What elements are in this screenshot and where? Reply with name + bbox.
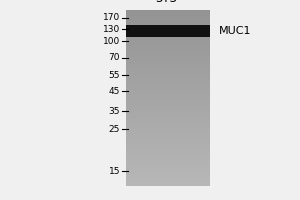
Text: 15: 15: [109, 166, 120, 176]
Text: 55: 55: [109, 71, 120, 79]
Text: 3T3: 3T3: [155, 0, 178, 5]
Text: 45: 45: [109, 87, 120, 96]
Text: 70: 70: [109, 53, 120, 62]
Text: 100: 100: [103, 36, 120, 46]
Text: MUC1: MUC1: [219, 26, 251, 36]
Text: 170: 170: [103, 14, 120, 22]
Text: 25: 25: [109, 124, 120, 134]
Text: 130: 130: [103, 24, 120, 33]
Text: 35: 35: [109, 107, 120, 116]
Bar: [126, 25, 210, 36]
